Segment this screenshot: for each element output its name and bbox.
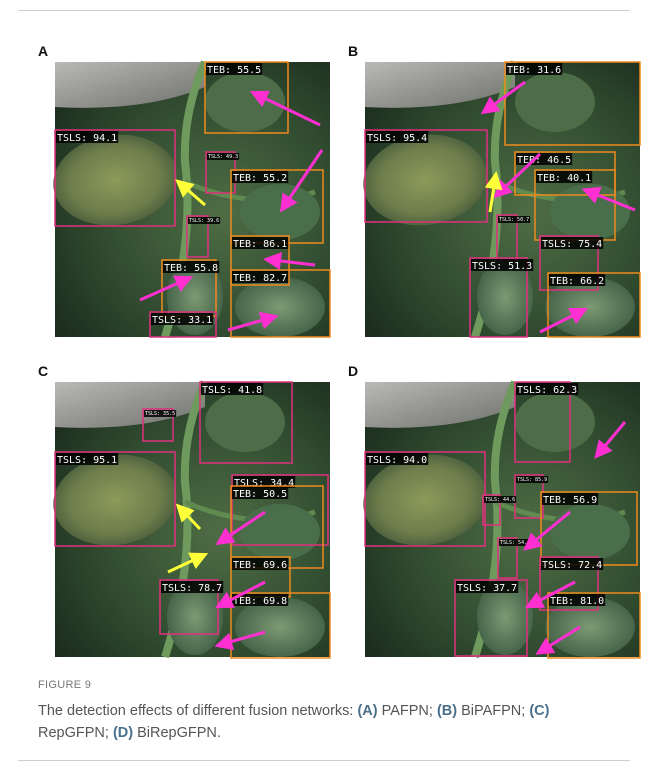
detection-label: TSLS: 50.7 <box>499 217 529 223</box>
page: {"figure": { "panels": [ {"letter": "A",… <box>0 0 648 771</box>
detection-label: TEB: 55.5 <box>207 65 261 76</box>
caption-text: BiPAFPN; <box>457 703 529 719</box>
detection-label: TSLS: 41.8 <box>202 385 262 396</box>
caption-panel-ref: (C) <box>529 703 549 719</box>
detection-label: TSLS: 33.1 <box>152 315 212 326</box>
detection-label: TSLS: 95.4 <box>367 133 427 144</box>
panel-letter: C <box>38 363 48 379</box>
leaf <box>515 72 595 132</box>
detection-label: TSLS: 51.3 <box>472 261 532 272</box>
caption-text: The detection effects of different fusio… <box>38 703 357 719</box>
detection-label: TSLS: 94.1 <box>57 133 117 144</box>
detection-label: TSLS: 75.4 <box>542 239 602 250</box>
detection-label: TEB: 69.6 <box>233 560 287 571</box>
detection-label: TSLS: 37.7 <box>457 583 517 594</box>
detection-label: TEB: 50.5 <box>233 489 287 500</box>
detection-label: TSLS: 44.6 <box>485 497 515 503</box>
leaf <box>240 504 320 560</box>
detection-label: TSLS: 72.4 <box>542 560 602 571</box>
detection-label: TEB: 82.7 <box>233 273 287 284</box>
caption-panel-ref: (D) <box>113 725 133 741</box>
detection-label: TEB: 69.8 <box>233 596 287 607</box>
figure-caption: The detection effects of different fusio… <box>38 700 618 744</box>
detection-label: TEB: 81.0 <box>550 596 604 607</box>
detection-label: TEB: 46.5 <box>517 155 571 166</box>
detection-label: TSLS: 78.7 <box>162 583 222 594</box>
detection-label: TSLS: 54.4 <box>500 540 530 546</box>
detection-label: TSLS: 62.3 <box>517 385 577 396</box>
detection-label: TEB: 40.1 <box>537 173 591 184</box>
panel: TSLS: 62.3 TSLS: 94.0 TSLS: 85.9 TSLS: 44.6… <box>357 382 640 658</box>
detection-label: TSLS: 49.3 <box>208 154 238 160</box>
figure: TEB: 55.5 TSLS: 94.1 TSLS: 49.3 TEB: 55.2 TS… <box>0 0 648 670</box>
photo <box>357 382 640 657</box>
photo <box>47 382 330 657</box>
bottom-rule <box>18 760 630 761</box>
leaf <box>515 392 595 452</box>
detection-label: TSLS: 35.5 <box>145 411 175 417</box>
detection-label: TEB: 86.1 <box>233 239 287 250</box>
caption-text: BiRepGFPN. <box>133 725 221 741</box>
detection-label: TEB: 31.6 <box>507 65 561 76</box>
detection-label: TEB: 66.2 <box>550 276 604 287</box>
caption-panel-ref: (B) <box>437 703 457 719</box>
detection-label: TSLS: 85.9 <box>517 477 547 483</box>
detection-label: TSLS: 94.0 <box>367 455 427 466</box>
panel-letter: A <box>38 43 48 59</box>
leaf <box>205 392 285 452</box>
photo <box>357 62 640 337</box>
caption-text: RepGFPN; <box>38 725 113 741</box>
detection-label: TSLS: 95.1 <box>57 455 117 466</box>
panel-letter: D <box>348 363 358 379</box>
detection-label: TEB: 56.9 <box>543 495 597 506</box>
panel: TEB: 55.5 TSLS: 94.1 TSLS: 49.3 TEB: 55.2 TS… <box>47 62 330 337</box>
detection-label: TEB: 55.8 <box>164 263 218 274</box>
leaf <box>240 184 320 240</box>
caption-panel-ref: (A) <box>357 703 377 719</box>
panel: TEB: 31.6 TSLS: 95.4 TEB: 46.5 TEB: 40.1 TSL… <box>357 62 640 337</box>
detection-label: TSLS: 39.6 <box>189 218 219 224</box>
panel-letter: B <box>348 43 358 59</box>
detection-label: TEB: 55.2 <box>233 173 287 184</box>
figure-label: FIGURE 9 <box>38 679 91 691</box>
leaf <box>550 504 630 560</box>
leaf <box>235 277 325 337</box>
caption-text: PAFPN; <box>378 703 437 719</box>
